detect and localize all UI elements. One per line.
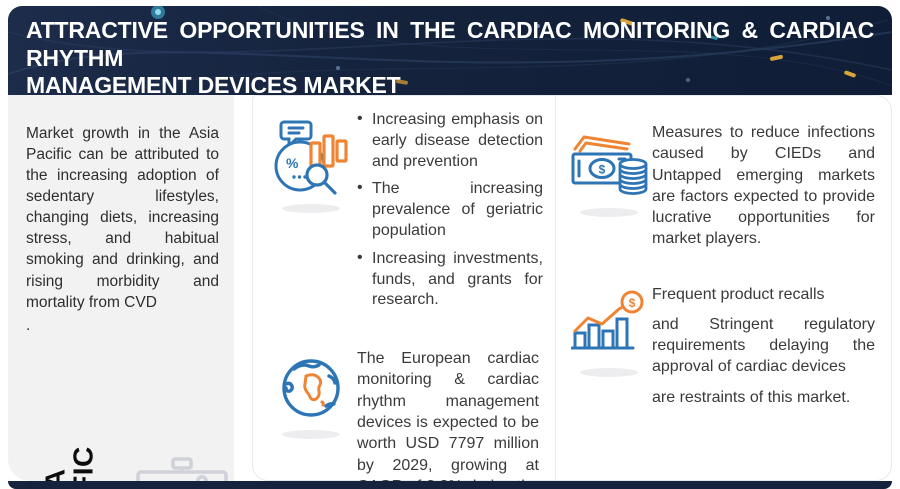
icon-shadow (282, 430, 340, 440)
drivers-bullet-list: Increasing emphasis on early disease det… (357, 109, 543, 318)
icon-shadow (580, 208, 638, 217)
restraints-block: $ Frequent product recalls and Stringent… (566, 284, 879, 408)
drivers-block: % (265, 109, 543, 318)
network-plexus-decoration (8, 6, 892, 95)
svg-text:$: $ (629, 296, 636, 310)
europe-fact-block: The European cardiac monitoring & cardia… (265, 348, 543, 489)
asia-pacific-paragraph: Market growth in the Asia Pacific can be… (26, 125, 219, 311)
icon-shadow (580, 367, 638, 377)
opportunities-block: $ Measures to reduce infections (566, 122, 879, 250)
asia-pacific-panel: Market growth in the Asia Pacific can be… (8, 95, 234, 489)
restraints-line1: Frequent product recalls (652, 285, 825, 303)
money-coins-icon: $ (571, 135, 648, 195)
globe-icon (282, 359, 340, 417)
restraints-line3: are restraints of this market. (652, 388, 851, 406)
footer-bar (8, 481, 892, 489)
driver-bullet: The increasing prevalence of geriatric p… (357, 178, 543, 241)
europe-fact-text: The European cardiac monitoring & cardia… (357, 350, 539, 489)
column-market-drivers: % (253, 96, 556, 489)
page-title-line1: ATTRACTIVE OPPORTUNITIES IN THE CARDIAC … (26, 17, 874, 71)
header-banner: ATTRACTIVE OPPORTUNITIES IN THE CARDIAC … (8, 6, 892, 95)
svg-text:$: $ (599, 163, 606, 177)
asia-pacific-paragraph-trailing-dot: . (26, 316, 31, 334)
icon-shadow (282, 204, 340, 213)
driver-bullet: Increasing investments, funds, and grant… (357, 248, 543, 311)
growth-chart-coin-icon: $ (571, 290, 644, 350)
page-title: ATTRACTIVE OPPORTUNITIES IN THE CARDIAC … (8, 6, 892, 95)
column-opportunities-restraints: $ Measures to reduce infections (556, 96, 891, 480)
analytics-percent-chart-icon: % (274, 120, 348, 195)
main-card: % (252, 95, 892, 489)
driver-bullet: Increasing emphasis on early disease det… (357, 109, 543, 172)
svg-text:%: % (286, 155, 299, 171)
opportunities-text: Measures to reduce infections caused by … (652, 124, 875, 248)
restraints-text: Frequent product recalls and Stringent r… (652, 284, 879, 408)
restraints-line2: and Stringent regulatory requirements de… (652, 315, 875, 376)
page-title-line2: MANAGEMENT DEVICES MARKET (26, 72, 401, 95)
